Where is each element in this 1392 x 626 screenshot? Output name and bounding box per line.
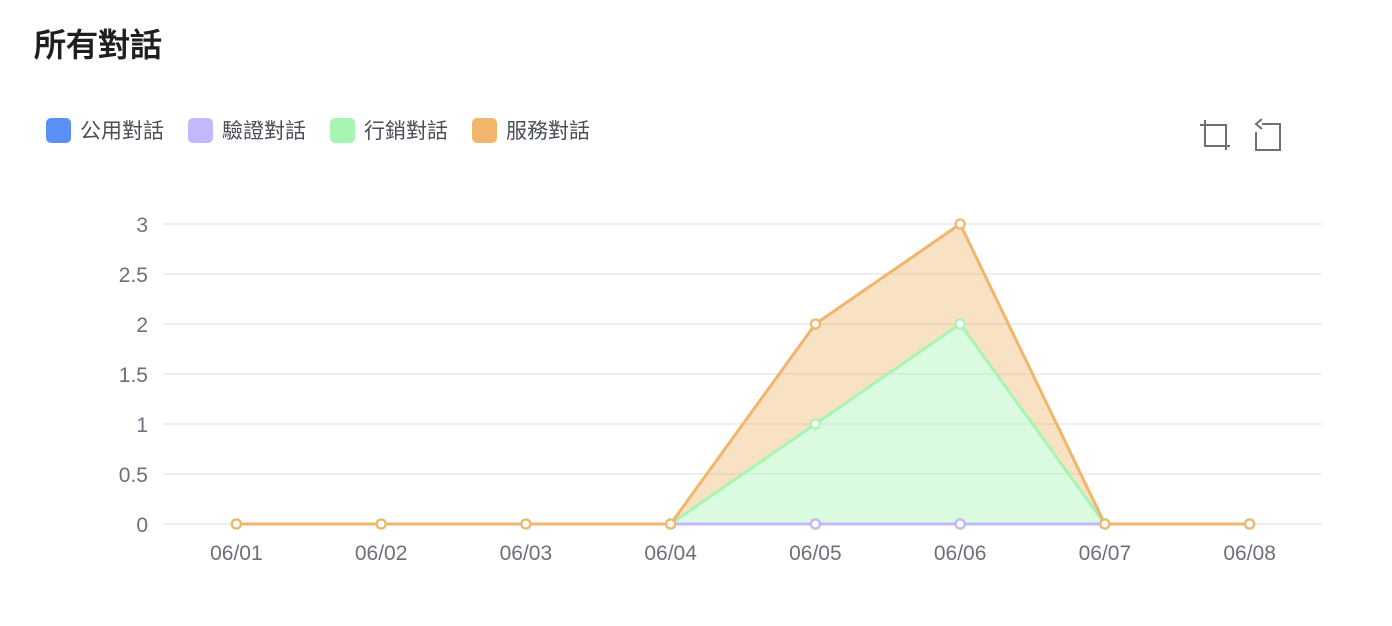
- legend-item-service[interactable]: 服務對話: [472, 115, 590, 145]
- y-tick-label: 1: [136, 414, 148, 437]
- data-point: [954, 318, 966, 330]
- data-point: [665, 518, 677, 530]
- legend-swatch-service: [472, 117, 497, 143]
- legend-swatch-verification: [188, 117, 213, 143]
- chart-title: 所有對話: [34, 26, 163, 64]
- legend-item-verification[interactable]: 驗證對話: [188, 115, 306, 145]
- y-tick-label: 2: [136, 314, 148, 337]
- x-tick-label: 06/04: [644, 542, 697, 565]
- chart-toolbox: [1196, 116, 1300, 154]
- legend-swatch-public: [46, 117, 71, 143]
- legend-label-public: 公用對話: [80, 119, 164, 143]
- data-point: [954, 218, 966, 230]
- data-zoom-icon: [1196, 116, 1234, 154]
- legend-label-marketing: 行銷對話: [364, 119, 448, 143]
- data-point: [520, 518, 532, 530]
- data-zoom-button[interactable]: [1196, 116, 1234, 154]
- x-tick-label: 06/05: [789, 542, 842, 565]
- y-tick-label: 2.5: [119, 264, 148, 287]
- chart-legend: 公用對話 驗證對話 行銷對話 服務對話: [46, 113, 614, 147]
- x-tick-label: 06/08: [1223, 542, 1276, 565]
- x-tick-label: 06/07: [1079, 542, 1132, 565]
- y-tick-label: 1.5: [119, 364, 148, 387]
- data-point: [230, 518, 242, 530]
- data-point: [1244, 518, 1256, 530]
- x-tick-label: 06/02: [355, 542, 408, 565]
- x-tick-label: 06/01: [210, 542, 263, 565]
- legend-label-service: 服務對話: [506, 119, 590, 143]
- data-point: [809, 318, 821, 330]
- legend-label-verification: 驗證對話: [222, 119, 306, 143]
- x-tick-label: 06/03: [500, 542, 553, 565]
- data-point: [375, 518, 387, 530]
- series-line: [236, 221, 1250, 526]
- data-point: [954, 518, 966, 530]
- legend-swatch-marketing: [330, 117, 355, 143]
- y-tick-label: 3: [136, 214, 148, 237]
- x-tick-label: 06/06: [934, 542, 987, 565]
- data-point: [809, 418, 821, 430]
- legend-item-public[interactable]: 公用對話: [46, 115, 164, 145]
- zoom-reset-button[interactable]: [1248, 116, 1286, 154]
- data-point: [809, 518, 821, 530]
- data-point: [1099, 518, 1111, 530]
- zoom-reset-icon: [1248, 116, 1286, 154]
- y-tick-label: 0.5: [119, 464, 148, 487]
- y-tick-label: 0: [136, 514, 148, 537]
- legend-item-marketing[interactable]: 行銷對話: [330, 115, 448, 145]
